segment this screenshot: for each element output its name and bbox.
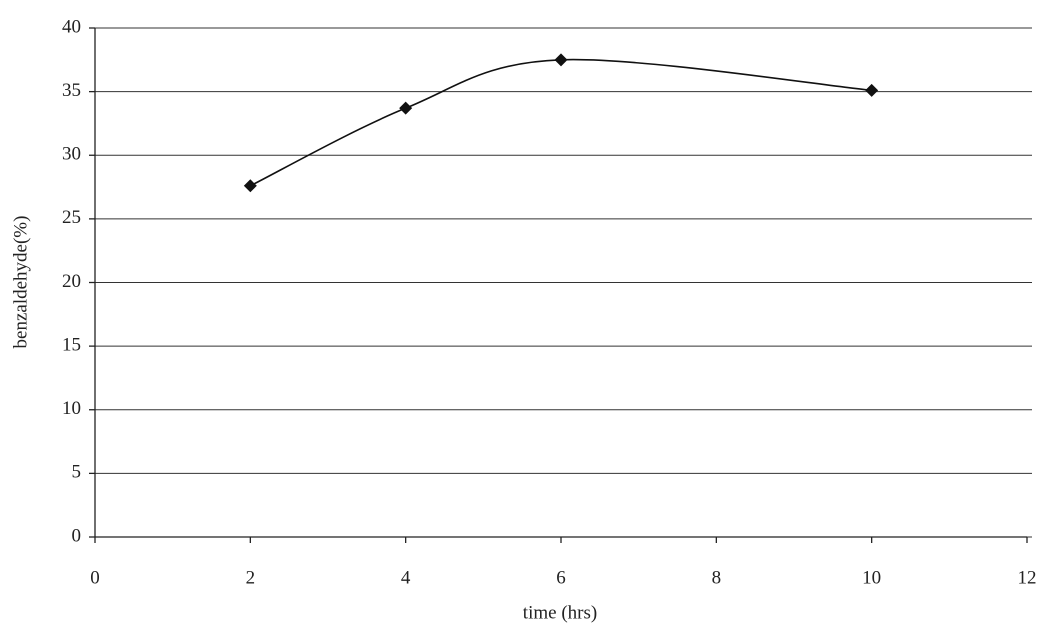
marker <box>554 53 568 67</box>
y-tick-label: 40 <box>62 16 81 37</box>
x-tick-label: 4 <box>401 567 411 588</box>
x-tick-label: 6 <box>556 567 566 588</box>
y-tick-label: 30 <box>62 144 81 165</box>
x-tick-label: 8 <box>712 567 722 588</box>
x-tick-label: 10 <box>862 567 881 588</box>
y-tick-label: 0 <box>72 525 82 546</box>
x-tick-label: 12 <box>1018 567 1037 588</box>
x-tick-label: 0 <box>90 567 100 588</box>
y-tick-label: 20 <box>62 271 81 292</box>
x-tick-label: 2 <box>246 567 256 588</box>
y-tick-label: 10 <box>62 398 81 419</box>
marker <box>243 179 257 193</box>
y-axis-label: benzaldehyde(%) <box>10 216 31 349</box>
marker <box>865 83 879 97</box>
series-line <box>249 58 872 187</box>
y-tick-label: 15 <box>62 334 81 355</box>
y-tick-label: 35 <box>62 80 81 101</box>
y-tick-label: 25 <box>62 207 81 228</box>
marker <box>399 101 413 115</box>
y-tick-label: 5 <box>72 462 82 483</box>
x-axis-label: time (hrs) <box>523 602 597 623</box>
